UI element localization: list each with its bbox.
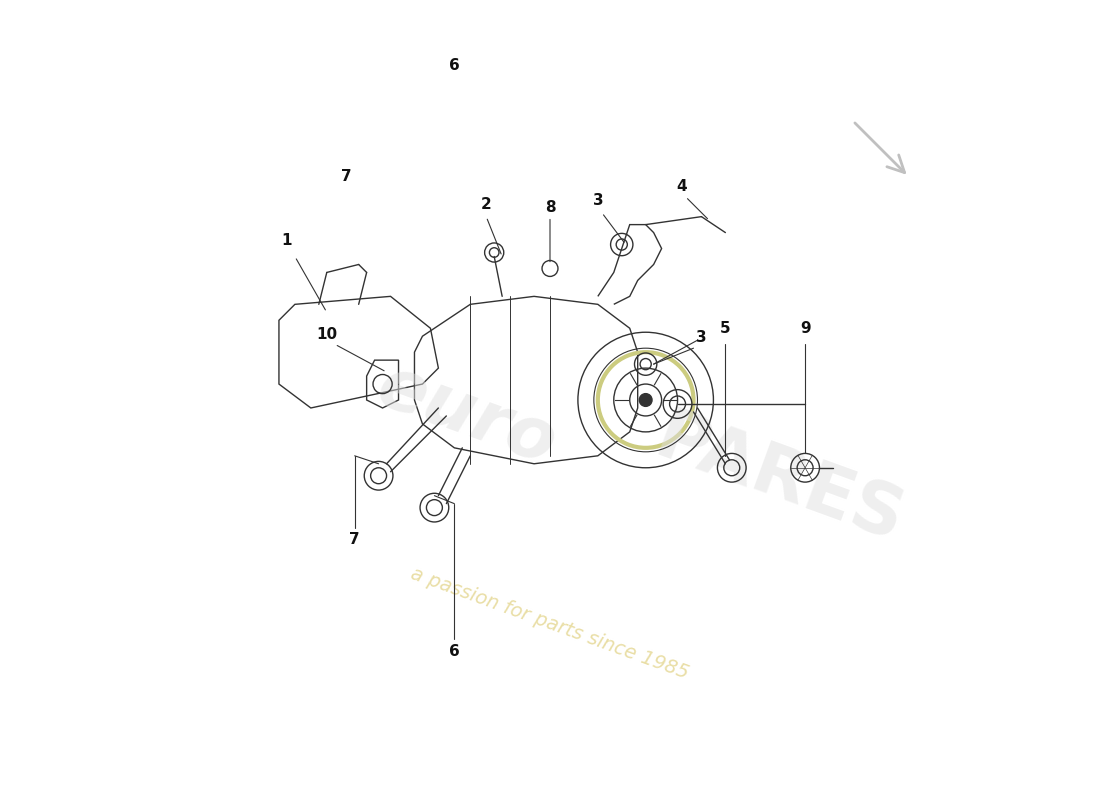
Text: 1: 1 — [282, 233, 293, 248]
Text: 6: 6 — [449, 644, 460, 658]
Text: 8: 8 — [544, 199, 556, 214]
Text: 3: 3 — [593, 193, 603, 208]
Text: 5: 5 — [720, 321, 730, 336]
Text: 7: 7 — [350, 532, 360, 547]
Text: 4: 4 — [676, 179, 686, 194]
Text: 6: 6 — [449, 58, 460, 73]
FancyArrowPatch shape — [855, 123, 904, 173]
Text: a passion for parts since 1985: a passion for parts since 1985 — [408, 564, 692, 682]
Text: PARES: PARES — [646, 403, 913, 557]
Text: 9: 9 — [800, 321, 811, 336]
Text: 10: 10 — [316, 327, 338, 342]
Text: 7: 7 — [341, 170, 352, 184]
Text: 3: 3 — [696, 330, 707, 346]
Circle shape — [639, 394, 652, 406]
Text: euro: euro — [367, 352, 565, 480]
Text: 2: 2 — [481, 197, 492, 212]
